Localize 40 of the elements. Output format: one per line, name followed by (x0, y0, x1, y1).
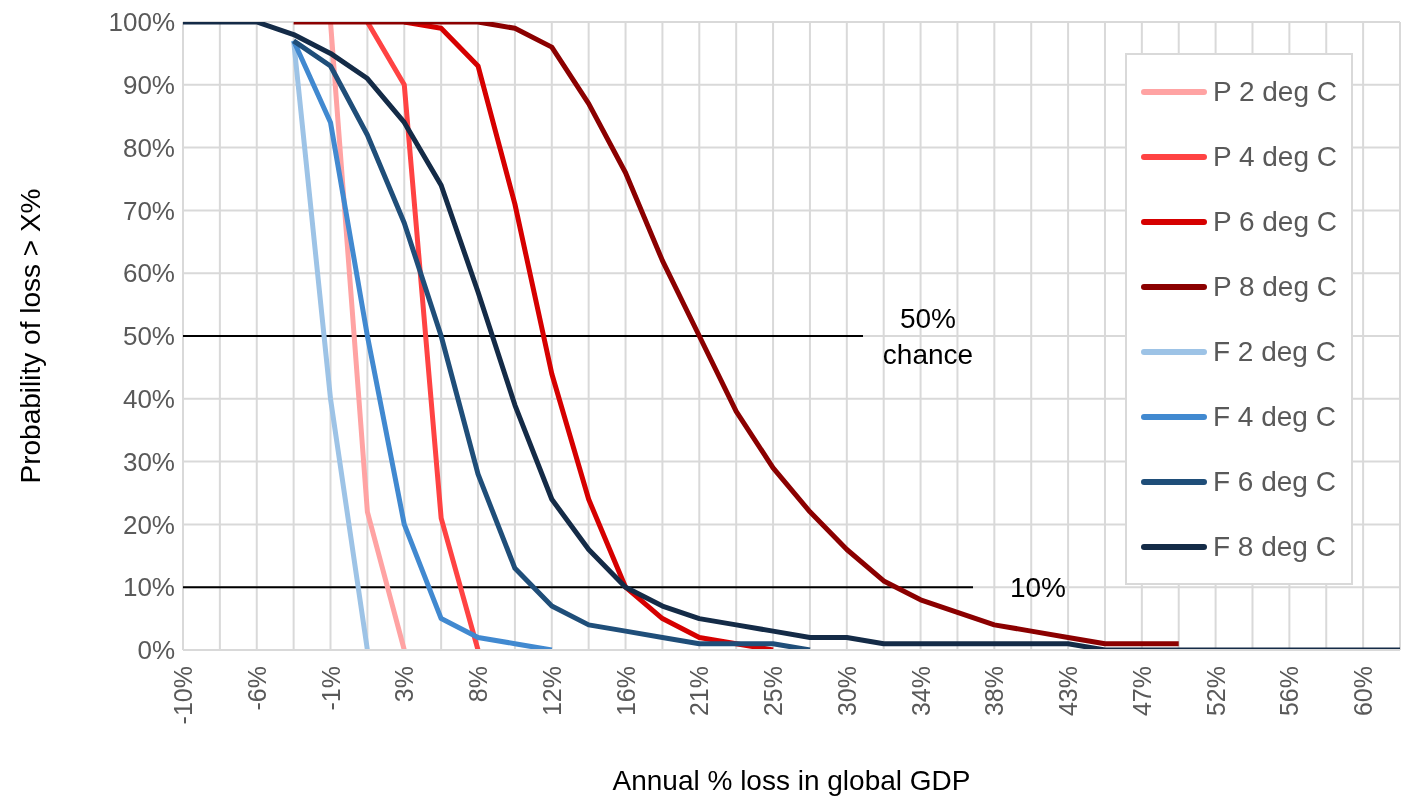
x-tick-label: -10% (169, 666, 197, 725)
y-tick-label: 30% (122, 446, 175, 477)
x-tick-label: 34% (906, 666, 935, 717)
legend-label: F 2 deg C (1212, 335, 1336, 368)
y-tick-label: 20% (122, 509, 175, 540)
legend-label: F 4 deg C (1212, 400, 1336, 433)
legend-label: P 8 deg C (1212, 270, 1337, 303)
y-tick-label: 40% (122, 384, 175, 415)
x-tick-label: -6% (242, 666, 271, 711)
x-axis-title: Annual % loss in global GDP (612, 765, 971, 796)
x-tick-label: 43% (1054, 666, 1083, 717)
y-tick-label: 50% (122, 321, 175, 352)
x-tick-label: 52% (1201, 666, 1230, 717)
x-tick-label: 12% (537, 666, 566, 717)
x-tick-label: 47% (1127, 666, 1156, 717)
x-tick-label: 16% (611, 666, 640, 717)
x-tick-label: 60% (1349, 666, 1378, 717)
x-tick-label: 3% (390, 666, 419, 703)
legend-label: F 6 deg C (1212, 465, 1336, 498)
ref-line-label: 50% chance (882, 302, 974, 370)
x-tick-label: 30% (832, 666, 861, 717)
x-tick-label: 21% (685, 666, 714, 717)
ref-line-label: 10% (1009, 571, 1067, 603)
x-tick-label: 25% (759, 666, 788, 717)
y-tick-label: 70% (122, 195, 175, 226)
legend-label: F 8 deg C (1212, 530, 1336, 563)
x-tick-label: -1% (316, 666, 345, 711)
y-tick-label: 80% (122, 132, 175, 163)
y-tick-label: 0% (137, 635, 175, 666)
legend-label: P 6 deg C (1212, 205, 1337, 238)
y-tick-label: 10% (122, 572, 175, 603)
y-tick-label: 90% (122, 70, 175, 101)
x-tick-label: 56% (1275, 666, 1304, 717)
x-tick-label: 38% (980, 666, 1009, 717)
legend-label: P 2 deg C (1212, 75, 1337, 108)
y-tick-label: 60% (122, 258, 175, 289)
x-tick-label: 8% (464, 666, 493, 703)
legend-label: P 4 deg C (1212, 140, 1337, 173)
y-tick-label: 100% (108, 7, 175, 38)
y-axis-title: Probability of loss > X% (14, 188, 46, 484)
